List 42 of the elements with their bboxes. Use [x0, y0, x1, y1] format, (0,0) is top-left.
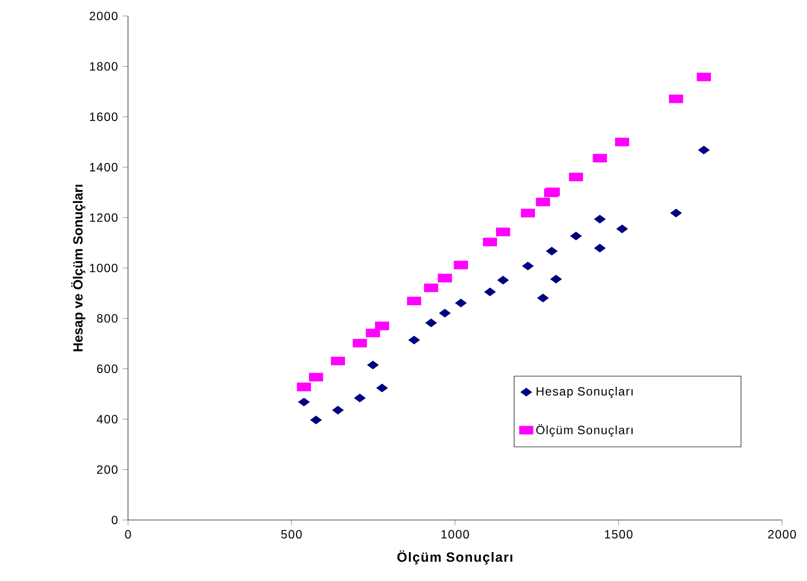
y-tick-label: 2000 — [90, 12, 118, 20]
point — [570, 232, 582, 240]
y-tick-label: 200 — [97, 465, 118, 474]
x-axis-title: Ölçüm Sonuçları — [397, 550, 512, 564]
point — [439, 308, 451, 318]
y-tick-label: 1600 — [90, 112, 118, 122]
point — [455, 298, 467, 308]
point — [298, 398, 310, 406]
point — [497, 276, 509, 284]
y-tick-label: 400 — [96, 414, 118, 424]
point — [537, 294, 549, 302]
x-tick-label: 1500 — [604, 530, 632, 539]
legend-label: Hesap Sonuçları — [536, 386, 633, 398]
y-tick-label: 1200 — [90, 213, 118, 222]
y-tick-label: 1400 — [90, 162, 118, 172]
y-tick-label: 800 — [97, 314, 118, 323]
x-tick-label: 0 — [125, 530, 131, 539]
point — [522, 262, 534, 270]
y-tick-label: 1000 — [90, 264, 118, 272]
point — [550, 274, 562, 284]
point — [670, 208, 682, 218]
point — [354, 394, 366, 402]
point — [616, 224, 628, 234]
point — [310, 416, 322, 424]
point — [484, 288, 496, 296]
point — [698, 146, 710, 154]
point — [408, 336, 420, 344]
point — [332, 406, 344, 414]
point — [367, 360, 379, 370]
x-tick-label: 2000 — [768, 530, 796, 539]
x-tick-label: 1000 — [441, 530, 469, 539]
legend-label: Ölçüm Sonuçları — [536, 424, 633, 437]
point — [376, 384, 388, 392]
y-tick-label: 600 — [97, 364, 118, 374]
y-axis-title: Hesap ve Ölçüm Sonuçları — [71, 184, 86, 352]
point — [594, 214, 606, 224]
point — [425, 318, 437, 328]
point — [546, 246, 558, 256]
x-tick-label: 500 — [281, 530, 302, 539]
point — [594, 244, 606, 252]
y-tick-label: 1800 — [90, 62, 118, 71]
y-tick-label: 0 — [112, 516, 118, 524]
